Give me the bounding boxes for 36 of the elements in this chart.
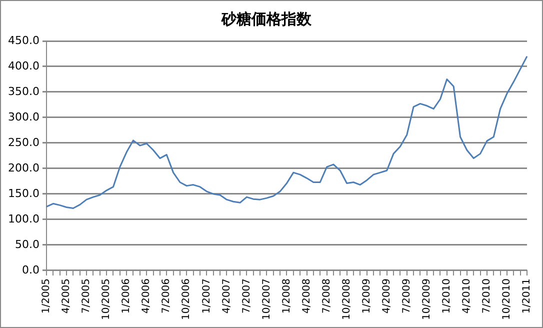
x-tick-label: 10/2005 <box>101 278 112 320</box>
x-tick-label: 1/2009 <box>361 278 372 314</box>
x-tick-label: 4/2008 <box>301 278 312 314</box>
x-tick-label: 4/2005 <box>61 278 72 314</box>
x-tick-label: 1/2011 <box>522 278 533 314</box>
y-tick-label: 400.0 <box>8 59 40 72</box>
x-tick-label: 7/2007 <box>241 278 252 314</box>
y-tick-label: 0.0 <box>22 263 40 276</box>
x-tick-label: 7/2010 <box>482 278 493 314</box>
x-tick-label: 1/2010 <box>442 278 453 314</box>
y-tick-label: 150.0 <box>8 186 40 200</box>
x-tick-label: 10/2006 <box>181 278 192 320</box>
chart-title: 砂糖価格指数 <box>220 10 312 28</box>
y-tick-label: 300.0 <box>8 110 40 124</box>
x-tick-label: 4/2009 <box>381 278 392 314</box>
x-tick-label: 4/2010 <box>462 278 473 314</box>
x-tick-label: 1/2007 <box>201 278 212 314</box>
x-tick-label: 1/2005 <box>41 278 52 314</box>
y-tick-label: 100.0 <box>8 212 40 226</box>
x-tick-label: 10/2008 <box>341 278 352 320</box>
x-tick-label: 4/2007 <box>221 278 232 314</box>
x-tick-label: 7/2006 <box>161 278 172 314</box>
x-tick-label: 7/2005 <box>81 278 92 314</box>
x-tick-label: 10/2009 <box>421 278 432 320</box>
x-tick-label: 10/2010 <box>502 278 513 320</box>
y-tick-label: 200.0 <box>8 161 40 174</box>
y-tick-label: 50.0 <box>14 238 40 251</box>
y-tick-label: 350.0 <box>8 84 40 98</box>
x-tick-label: 1/2008 <box>281 278 292 314</box>
x-tick-label: 7/2008 <box>321 278 332 314</box>
x-tick-label: 4/2006 <box>141 278 152 314</box>
y-tick-label: 250.0 <box>8 136 40 149</box>
x-tick-label: 7/2009 <box>401 278 412 314</box>
x-tick-label: 1/2006 <box>121 278 132 314</box>
y-tick-label: 450.0 <box>8 34 40 47</box>
x-tick-label: 10/2007 <box>261 278 272 320</box>
